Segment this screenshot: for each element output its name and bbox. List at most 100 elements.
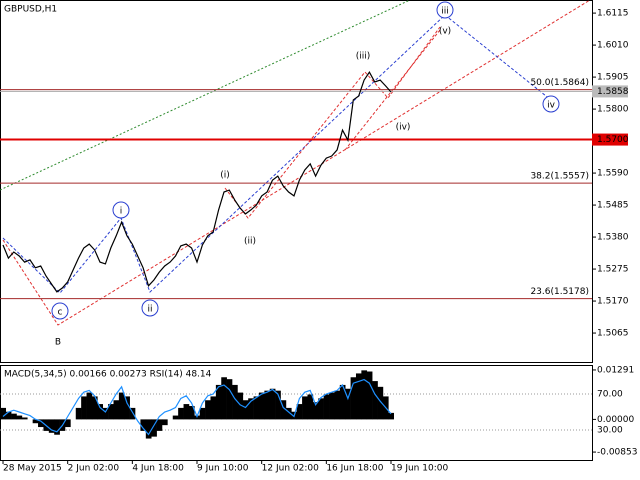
macd-bar [113,400,120,420]
macd-bar [172,415,179,420]
wave-label: B [55,338,61,348]
wave-circle [542,95,560,113]
x-tick-label: 28 May 2015 [3,464,62,474]
macd-bar [339,384,346,420]
macd-bar [54,419,60,435]
macd-bar [388,412,394,420]
y-tick-label: 1.5905 [597,73,629,83]
macd-bar [226,379,233,420]
macd-bar [124,396,130,420]
y2-tick-label: 70.00 [597,389,623,399]
macd-bar [377,386,384,420]
macd-bar [129,407,136,420]
macd-bar [307,394,314,420]
macd-bar [48,419,55,433]
macd-bar [318,398,324,420]
macd-bar [264,390,271,420]
macd-bar [355,373,362,420]
macd-bar [91,396,98,420]
macd-bar [108,404,114,420]
macd-bar [140,419,147,431]
y-tick-label: 0.00000 [597,415,634,425]
macd-bar [188,405,195,420]
macd-bar [302,396,308,420]
wave-circle [436,1,454,19]
macd-bar [312,402,319,420]
y-tick-label: 1.5380 [597,233,629,243]
x-tick-label: 2 Jun 02:00 [68,464,120,474]
macd-bar [97,404,104,420]
series-line [2,71,392,293]
series-line [2,378,392,436]
wave-label: c [58,308,63,318]
macd-bar [329,392,335,420]
wave-label: (iv) [396,123,411,133]
macd-bar [205,400,211,420]
macd-bar [372,381,378,420]
channel-line [0,0,411,191]
macd-bar [199,407,206,420]
macd-bar [275,390,281,420]
x-tick-label: 4 Jun 18:00 [132,464,184,474]
macd-bar [5,411,12,420]
macd-bar [75,407,82,420]
chart-title: MACD(5,34,5) 0.00166 0.00273 RSI(14) 48.… [4,370,212,380]
macd-bar [21,417,28,420]
wave-label: i [120,207,123,217]
macd-bar [248,398,254,420]
last-price-box [592,85,628,98]
macd-bar [183,404,190,420]
macd-bar [86,392,93,420]
wave-circle [112,201,130,219]
macd-bar [102,407,109,420]
main-frame [0,0,593,363]
y-tick-label: 1.5065 [597,329,629,339]
macd-bar [350,377,357,420]
macd-bar [280,400,287,420]
wave-label: (i) [220,171,230,181]
wave-circle [51,302,69,320]
chart-title: GBPUSD,H1 [4,5,57,15]
macd-bar [0,407,7,420]
fib-label: 50.0(1.5864) [530,78,589,88]
y-tick-label: 1.6115 [597,9,629,19]
wave-label: ii [147,305,152,315]
y-tick-label: 1.5590 [597,169,629,179]
macd-bar [232,384,238,420]
wave-circle [141,299,159,317]
fib-label: 38.2(1.5557) [530,172,589,182]
macd-bar [258,392,265,420]
wave-label: (ii) [244,237,256,247]
wave-label: (v) [439,27,451,37]
macd-bar [38,419,44,428]
macd-bar [345,388,351,420]
macd-bar [32,419,39,424]
macd-bar [242,400,249,420]
macd-bar [237,392,244,420]
y-tick-label: -0.00853 [597,448,637,458]
macd-bar [296,404,303,420]
macd-bar [178,407,184,420]
x-tick-label: 16 Jun 18:00 [326,464,383,474]
macd-bar [366,371,373,420]
macd-bar [361,370,368,420]
x-tick-label: 9 Jun 10:00 [197,464,249,474]
last-price-label: 1.5858 [597,87,629,97]
macd-bar [334,390,341,420]
macd-bar [323,394,330,420]
macd-bar [156,419,163,431]
y-tick-label: 0.01291 [597,365,634,375]
wave-path [2,14,552,294]
level-box [592,133,628,146]
level-label: 1.5700 [597,135,629,145]
x-tick-label: 19 Jun 10:00 [391,464,448,474]
macd-bar [16,415,23,420]
macd-bar [253,396,260,420]
macd-bar [118,392,125,420]
wave-label: iv [547,101,556,111]
y-tick-label: 1.5485 [597,201,629,211]
macd-bar [11,413,17,420]
macd-bar [81,396,87,420]
y-tick-label: 1.5170 [597,297,629,307]
